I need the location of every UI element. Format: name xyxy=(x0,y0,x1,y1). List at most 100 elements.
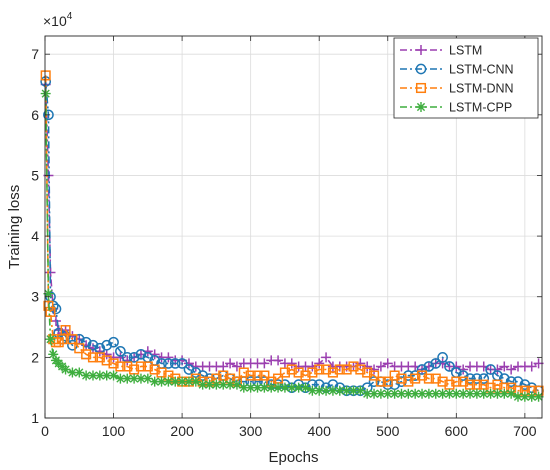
data-point-lstm-dnn xyxy=(389,370,400,381)
data-point-lstm-cnn xyxy=(115,345,126,357)
data-point-lstm-dnn xyxy=(293,367,304,378)
data-point-lstm-dnn xyxy=(300,370,311,381)
x-tick-label: 700 xyxy=(513,423,537,439)
legend-entry-lstm-cpp: LSTM-CPP xyxy=(400,101,512,115)
data-point-lstm-dnn xyxy=(355,364,366,375)
data-point-lstm-cnn xyxy=(108,336,119,348)
data-point-lstm-cpp xyxy=(533,391,544,402)
legend-marker-lstm-cpp xyxy=(416,102,426,112)
data-point-lstm xyxy=(526,361,537,372)
data-point-lstm-cpp xyxy=(307,385,318,396)
series-line-lstm-cnn xyxy=(44,81,539,392)
data-point-lstm-cpp xyxy=(471,388,482,399)
data-point-lstm-dnn xyxy=(60,325,71,336)
data-point-lstm-cpp xyxy=(94,370,105,381)
data-point-lstm-dnn xyxy=(327,367,338,378)
data-point-lstm-cpp xyxy=(499,388,510,399)
legend: LSTM LSTM-CNN LSTM-DNN LSTM-CPP xyxy=(393,37,539,119)
data-point-lstm xyxy=(218,361,229,372)
data-point-lstm-cnn xyxy=(87,339,99,351)
data-point-lstm-dnn xyxy=(430,373,441,384)
legend-entry-lstm-dnn: LSTM-DNN xyxy=(400,82,514,96)
data-point-lstm-cpp xyxy=(231,379,242,390)
data-point-lstm-cpp xyxy=(293,382,304,393)
data-point-lstm-cpp xyxy=(389,388,400,399)
data-point-lstm-cnn xyxy=(368,376,380,387)
y-tick-label: 3 xyxy=(31,289,39,305)
data-point-lstm-cpp xyxy=(259,382,270,393)
data-point-lstm-cnn xyxy=(416,364,428,375)
data-point-lstm-dnn xyxy=(458,376,469,387)
data-point-lstm-cpp xyxy=(204,379,215,390)
data-point-lstm-cnn xyxy=(128,352,140,363)
data-point-lstm xyxy=(321,352,332,363)
data-point-lstm-cpp xyxy=(321,385,332,396)
x-tick-label: 300 xyxy=(239,423,263,439)
data-point-lstm-cnn xyxy=(485,364,496,375)
data-point-lstm-dnn xyxy=(362,367,373,378)
data-point-lstm-cpp xyxy=(225,379,236,390)
data-point-lstm-dnn xyxy=(108,358,119,369)
data-point-lstm-cpp xyxy=(156,376,167,387)
data-point-lstm xyxy=(273,355,284,366)
data-point-lstm-cnn xyxy=(464,373,476,384)
data-point-lstm-cpp xyxy=(190,376,201,387)
data-point-lstm-cnn xyxy=(80,336,92,348)
tick-labels: 0 100 200 300 400 500 600 700 1 2 3 4 5 6 7 xyxy=(31,46,537,439)
data-point-lstm-cpp xyxy=(458,388,469,399)
data-point-lstm-cnn xyxy=(437,352,448,363)
data-point-lstm-dnn xyxy=(341,364,352,375)
data-point-lstm-cpp xyxy=(87,370,98,381)
series-layer xyxy=(40,70,544,402)
data-point-lstm-cpp xyxy=(423,388,434,399)
x-tick-label: 200 xyxy=(170,423,194,439)
data-point-lstm xyxy=(225,358,236,369)
data-point-lstm-dnn xyxy=(115,361,126,372)
data-point-lstm-cnn xyxy=(471,373,483,384)
data-point-lstm-cnn xyxy=(50,303,62,315)
data-point-lstm-cpp xyxy=(348,385,359,396)
x-axis-label: Epochs xyxy=(268,449,318,466)
data-point-lstm-cnn xyxy=(478,373,490,384)
data-point-lstm-cnn xyxy=(444,361,455,372)
data-point-lstm-cpp xyxy=(286,382,297,393)
data-point-lstm-cnn xyxy=(135,348,147,360)
data-point-lstm-cpp xyxy=(170,376,181,387)
data-point-lstm-cpp xyxy=(211,379,222,390)
data-point-lstm-cpp xyxy=(444,388,455,399)
data-point-lstm-cpp xyxy=(362,388,373,399)
data-point-lstm xyxy=(362,361,373,372)
data-point-lstm-dnn xyxy=(348,361,359,372)
data-point-lstm-cnn xyxy=(101,339,113,351)
data-point-lstm xyxy=(115,352,126,363)
data-point-lstm-dnn xyxy=(87,352,99,363)
legend-marker-lstm xyxy=(416,45,426,55)
data-point-lstm-dnn xyxy=(45,306,56,317)
data-point-lstm-cpp xyxy=(519,391,530,402)
data-point-lstm-cpp xyxy=(513,391,524,402)
data-point-lstm-cpp xyxy=(314,385,325,396)
data-point-lstm-dnn xyxy=(135,361,147,372)
data-point-lstm-dnn xyxy=(81,349,92,360)
data-point-lstm-dnn xyxy=(307,367,318,378)
y-axis-label: Training loss xyxy=(6,185,23,269)
data-point-lstm-cpp xyxy=(327,385,338,396)
data-point-lstm-cpp xyxy=(437,388,448,399)
data-point-lstm-cnn xyxy=(43,109,54,121)
data-point-lstm-dnn xyxy=(67,334,78,345)
data-point-lstm-dnn xyxy=(368,370,380,381)
data-point-lstm-dnn xyxy=(423,373,434,384)
data-point-lstm-dnn xyxy=(396,373,407,384)
data-point-lstm-cpp xyxy=(451,388,462,399)
data-point-lstm xyxy=(382,358,393,369)
data-point-lstm-cpp xyxy=(122,373,133,384)
data-point-lstm-dnn xyxy=(252,370,263,381)
data-point-lstm-dnn xyxy=(375,376,386,387)
data-point-lstm-cpp xyxy=(355,385,366,396)
data-point-lstm-dnn xyxy=(321,364,332,375)
data-point-lstm-cpp xyxy=(67,367,78,378)
data-point-lstm-cnn xyxy=(183,364,195,375)
data-point-lstm xyxy=(183,358,194,369)
